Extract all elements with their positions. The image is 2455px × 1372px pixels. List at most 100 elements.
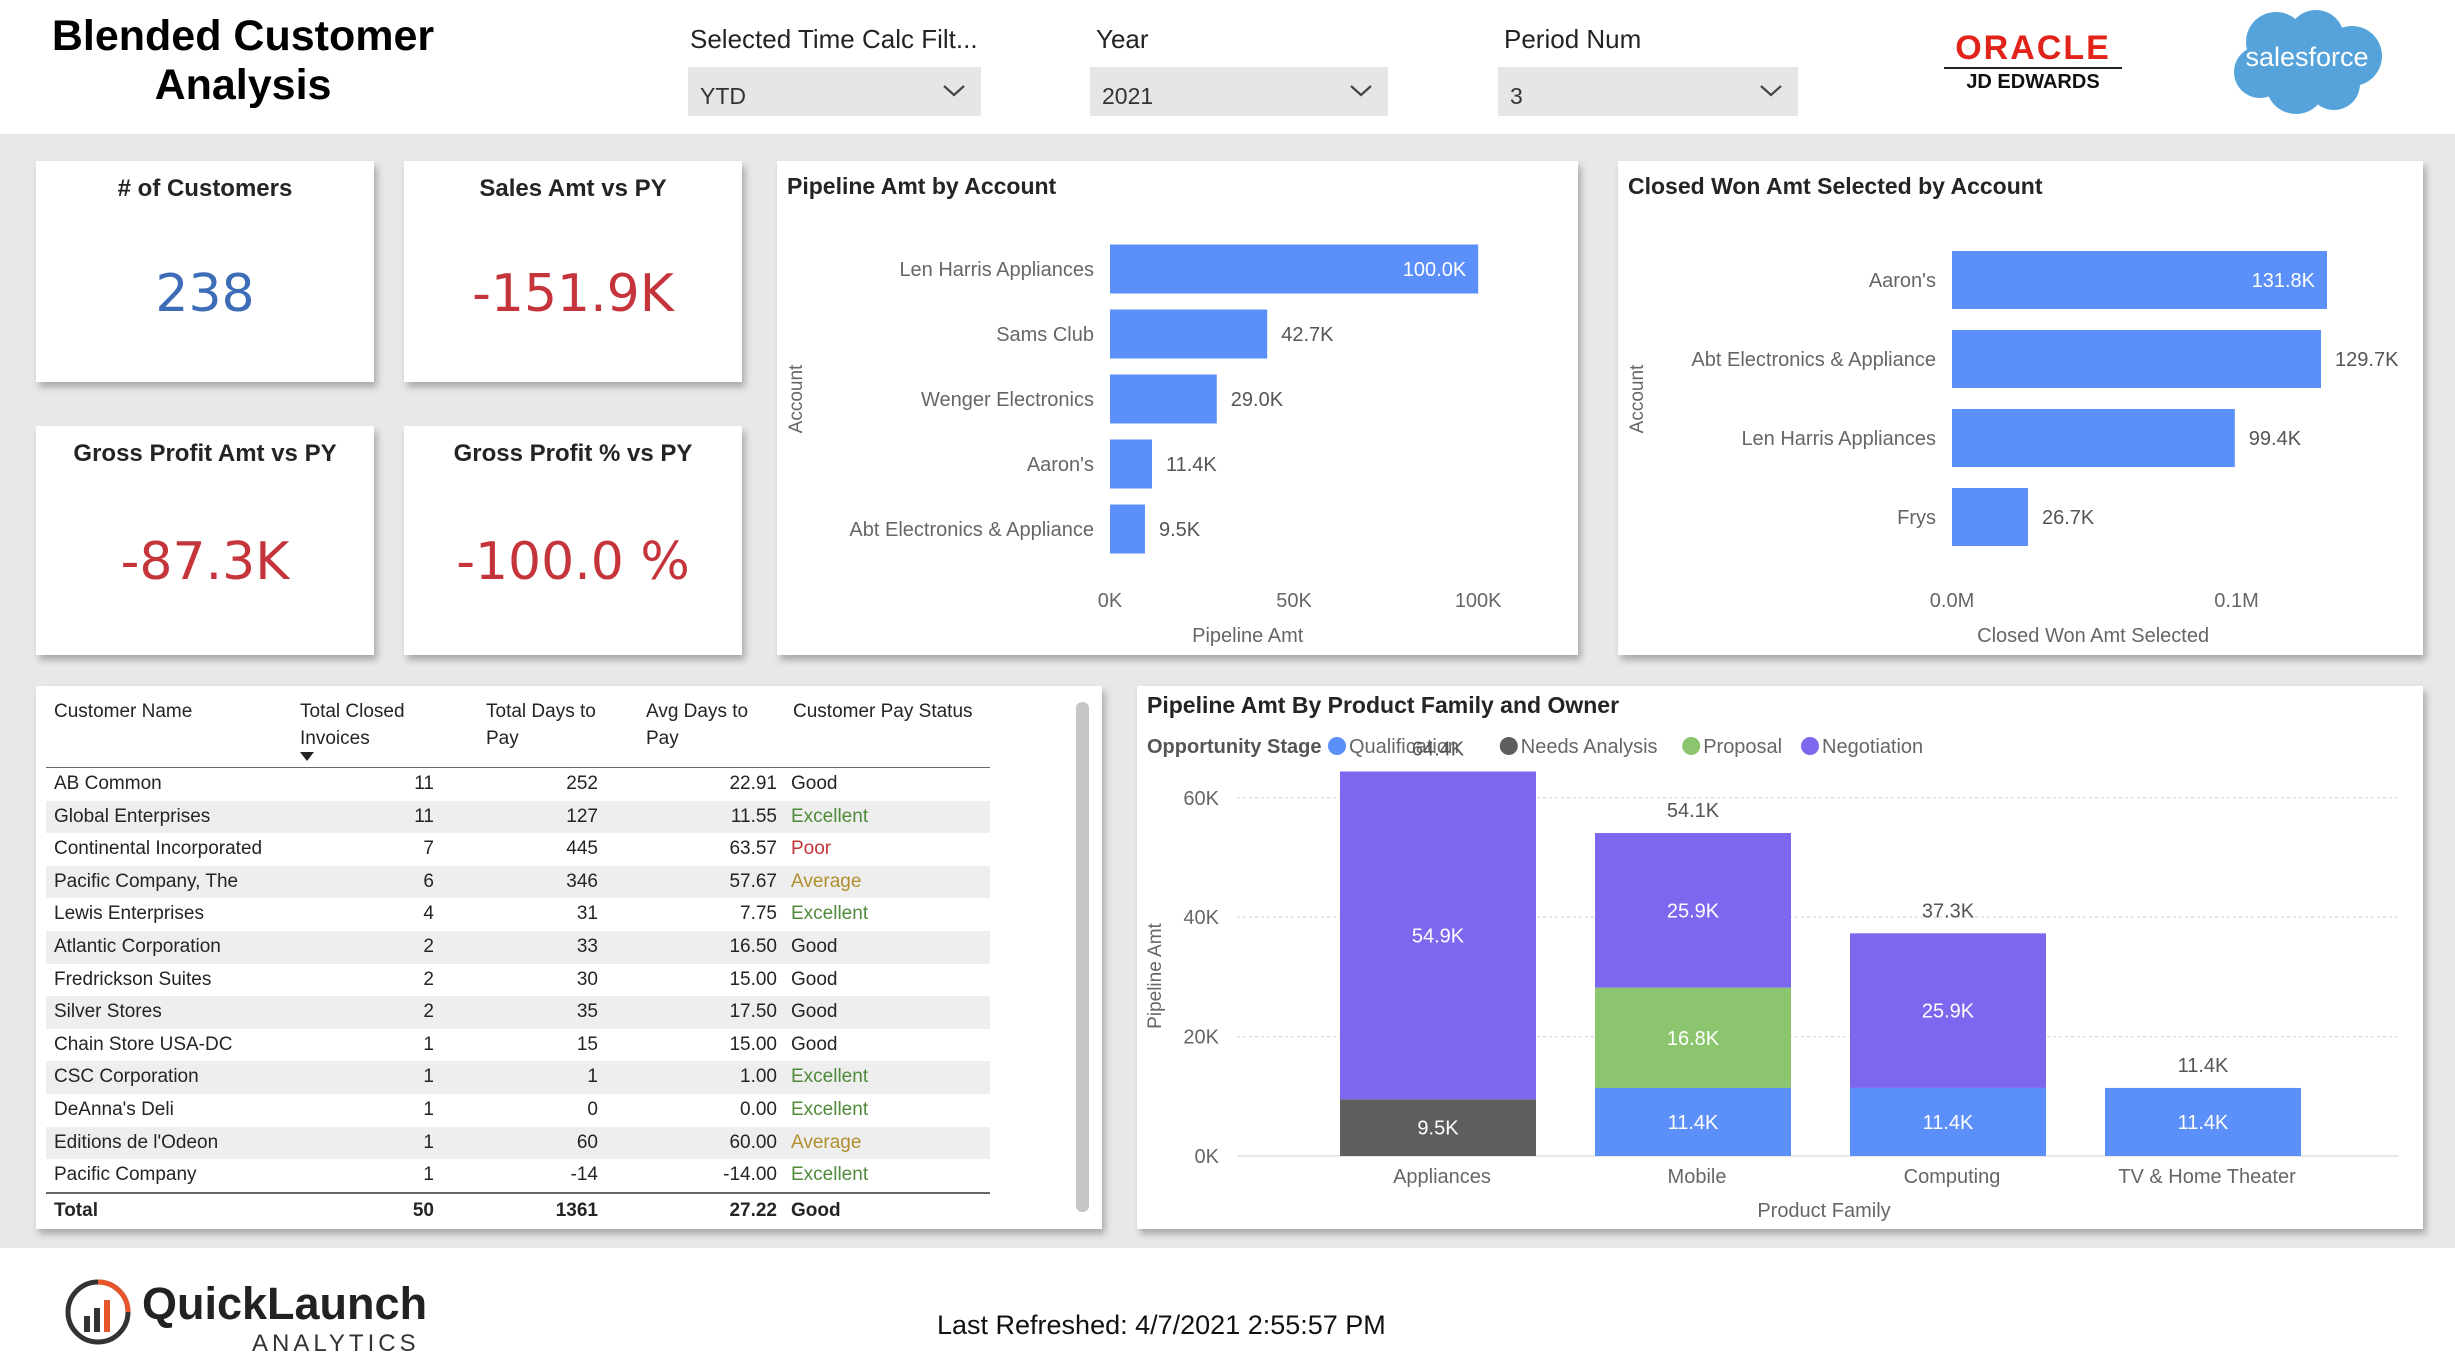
table-row[interactable]: Global Enterprises 11 127 11.55 Excellent <box>46 800 990 834</box>
table-row[interactable]: Pacific Company 1 -14 -14.00 Excellent <box>46 1159 990 1192</box>
table-cell: Good <box>791 1001 838 1023</box>
kpi-title: Sales Amt vs PY <box>479 175 667 202</box>
table-scrollbar[interactable] <box>1076 702 1089 1212</box>
col-header-customer-pay-status[interactable]: Customer Pay Status <box>793 701 973 722</box>
stacked-bar-segment <box>2105 1087 2301 1156</box>
segment-label: 11.4K <box>2178 1112 2229 1134</box>
y-axis-label: Account <box>786 364 807 433</box>
sort-descending-icon[interactable] <box>300 752 314 762</box>
table-row[interactable]: Chain Store USA-DC 1 15 15.00 Good <box>46 1028 990 1062</box>
x-axis-label: Closed Won Amt Selected <box>1977 625 2209 647</box>
table-cell: Global Enterprises <box>54 805 211 827</box>
y-tick-label: 60K <box>1183 788 1219 810</box>
legend-marker <box>1682 737 1701 755</box>
legend-label: Qualification <box>1349 736 1459 758</box>
table-cell: 2 <box>423 936 434 957</box>
table-row[interactable]: Editions de l'Odeon 1 60 60.00 Average <box>46 1126 990 1160</box>
total-label: 37.3K <box>1922 900 1975 922</box>
table-cell: Lewis Enterprises <box>54 903 204 925</box>
legend-item: Negotiation <box>1801 736 1923 758</box>
bar <box>1110 309 1268 359</box>
table-cell: 11.55 <box>730 805 777 827</box>
closed-won-by-account-visual[interactable]: Closed Won Amt Selected by Account Aaron… <box>1618 161 2423 655</box>
x-axis-label: Product Family <box>1757 1200 1890 1222</box>
table-row[interactable]: Silver Stores 2 35 17.50 Good <box>46 996 990 1029</box>
pipeline-by-account-visual[interactable]: Pipeline Amt by Account Len Harris Appli… <box>777 161 1578 655</box>
y-tick-label: 20K <box>1183 1027 1219 1049</box>
y-tick-label: 0K <box>1195 1146 1220 1168</box>
category-label: Computing <box>1904 1166 2001 1188</box>
category-label: Mobile <box>1668 1166 1727 1188</box>
category-label: Appliances <box>1393 1166 1491 1188</box>
report-title-line1: Blended Customer <box>51 12 435 60</box>
kpi-title: Gross Profit Amt vs PY <box>73 440 337 467</box>
category-label: Wenger Electronics <box>921 389 1094 411</box>
col-header-total-days-to-pay[interactable]: Total Days to Pay <box>486 701 596 749</box>
quicklaunch-brand-name: QuickLaunch <box>142 1278 428 1329</box>
segment-label: 11.4K <box>1668 1112 1719 1134</box>
legend-marker <box>1499 737 1518 755</box>
salesforce-cloud-icon <box>2234 10 2382 114</box>
table-cell: 1 <box>423 1099 434 1120</box>
legend-label: Negotiation <box>1822 736 1923 758</box>
stacked-bar-segment <box>1595 987 1791 1088</box>
data-label: 42.7K <box>1281 324 1334 346</box>
table-row[interactable]: Atlantic Corporation 2 33 16.50 Good <box>46 931 990 964</box>
category-label: Len Harris Appliances <box>1741 428 1936 450</box>
col-header-avg-days-to-pay[interactable]: Avg Days to Pay <box>646 701 749 749</box>
col-header-customer-name[interactable]: Customer Name <box>54 701 193 722</box>
table-row[interactable]: Continental Incorporated 7 445 63.57 Poor <box>46 833 990 866</box>
bar <box>1110 374 1217 424</box>
data-label: 26.7K <box>2042 507 2095 529</box>
kpi-card-gross-profit-vs-py: Gross Profit Amt vs PY -87.3K <box>36 426 374 655</box>
table-cell: 4 <box>423 903 434 925</box>
period-filter-dropdown[interactable]: 3 <box>1498 67 1798 116</box>
kpi-card-customers: # of Customers 238 <box>36 161 374 382</box>
table-cell: Good <box>791 968 838 990</box>
table-cell: 11 <box>414 773 434 794</box>
time-calc-filter-dropdown[interactable]: YTD <box>688 67 981 116</box>
table-cell: 2 <box>423 968 434 990</box>
oracle-jde-logo: ORACLE JD EDWARDS <box>1940 30 2126 95</box>
table-cell: 1361 <box>555 1200 598 1221</box>
table-cell: 346 <box>566 870 598 892</box>
col-header-total-closed-invoices[interactable]: Total Closed Invoices <box>300 701 405 749</box>
x-tick-label: 0.1M <box>2214 590 2258 612</box>
table-row[interactable]: Pacific Company, The 6 346 57.67 Average <box>46 865 990 899</box>
segment-label: 9.5K <box>1417 1118 1459 1140</box>
category-label: Len Harris Appliances <box>899 259 1094 281</box>
category-label: Aaron's <box>1027 454 1094 476</box>
bar <box>1110 504 1145 554</box>
table-cell: AB Common <box>54 773 162 794</box>
table-cell: Pacific Company, The <box>54 870 239 892</box>
legend-item: Qualification <box>1328 736 1459 758</box>
table-cell: 445 <box>566 838 598 860</box>
table-row[interactable]: CSC Corporation 1 1 1.00 Excellent <box>46 1061 990 1094</box>
table-row[interactable]: Fredrickson Suites 2 30 15.00 Good <box>46 963 990 997</box>
legend-title: Opportunity Stage <box>1147 736 1321 758</box>
table-cell: 15 <box>576 1033 598 1055</box>
year-filter-dropdown[interactable]: 2021 <box>1090 67 1388 116</box>
table-row[interactable]: DeAnna's Deli 1 0 0.00 Excellent <box>46 1094 990 1127</box>
segment-label: 16.8K <box>1667 1028 1720 1050</box>
table-row[interactable]: Lewis Enterprises 4 31 7.75 Excellent <box>46 898 990 931</box>
bar <box>1952 488 2028 546</box>
data-label: 29.0K <box>1231 389 1284 411</box>
y-axis-label: Account <box>1627 364 1648 433</box>
chevron-down-icon <box>1760 85 1782 97</box>
table-cell: 30 <box>576 968 598 990</box>
table-row[interactable]: AB Common 11 252 22.91 Good <box>46 768 990 801</box>
table-cell: Atlantic Corporation <box>54 936 221 957</box>
table-cell: Excellent <box>791 903 869 925</box>
table-cell: 50 <box>412 1200 434 1221</box>
table-cell: 27.22 <box>729 1200 777 1221</box>
table-cell: 31 <box>576 903 598 925</box>
kpi-value: -87.3K <box>120 532 290 592</box>
legend-label: Proposal <box>1703 736 1782 758</box>
pipeline-by-product-family-visual[interactable]: Pipeline Amt By Product Family and Owner… <box>1137 686 2423 1229</box>
category-label: TV & Home Theater <box>2118 1166 2296 1188</box>
segment-label: 25.9K <box>1667 900 1720 922</box>
category-label: Abt Electronics & Appliance <box>1691 349 1936 371</box>
kpi-value: -151.9K <box>472 264 674 324</box>
table-cell: 7 <box>423 838 434 860</box>
